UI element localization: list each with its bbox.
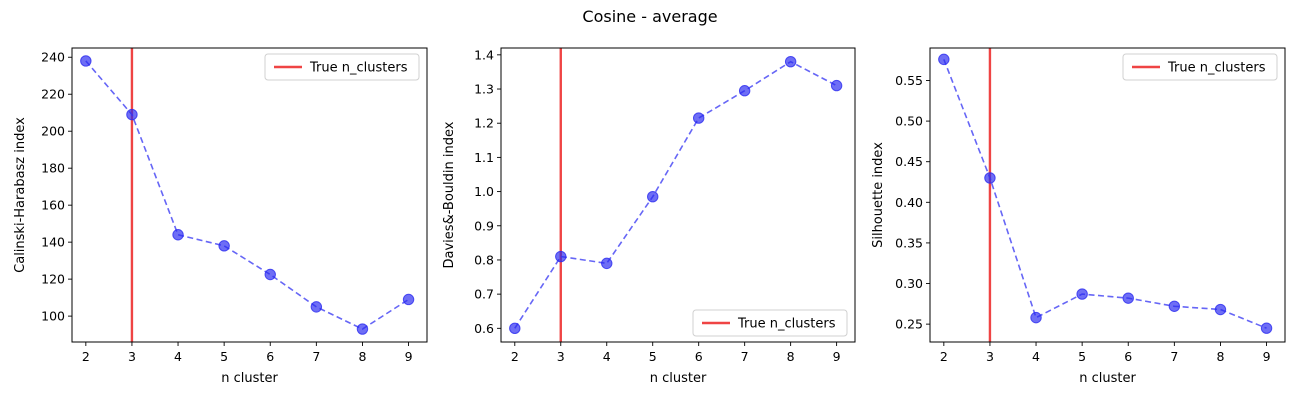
x-tick-label: 9: [1263, 349, 1271, 364]
data-point: [126, 108, 138, 121]
x-tick-label: 7: [741, 349, 749, 364]
y-tick-label: 0.50: [895, 114, 923, 129]
x-tick-label: 3: [128, 349, 136, 364]
x-tick-label: 8: [787, 349, 795, 364]
data-point: [738, 85, 751, 97]
x-tick-label: 5: [1078, 349, 1086, 364]
legend-box: [692, 309, 848, 337]
data-point: [830, 79, 843, 92]
chart-panel-2: 2 3 4 5 6 7 8 9 0.6 0.7 0.8 0.9 1.0 1.1 1.2 1.3 1.4 n clu…: [442, 47, 856, 386]
chart-panel-3: 2 3 4 5 6 7 8 9 0.25 0.30 0.35 0.40 0.45 0.50 0.55 n cl…: [871, 47, 1286, 386]
x-tick-label: 4: [603, 349, 611, 364]
y-tick-label: 0.7: [474, 287, 494, 302]
y-tick-label: 0.30: [895, 276, 923, 291]
data-point: [1030, 311, 1042, 324]
y-tick-label: 1.4: [474, 47, 494, 62]
x-tick-label: 8: [358, 349, 366, 364]
x-tick-label: 5: [649, 349, 657, 364]
x-tick-label: 7: [312, 349, 320, 364]
data-point: [1122, 292, 1134, 304]
x-tick-label: 3: [986, 349, 994, 364]
x-tick-label: 2: [940, 349, 948, 364]
x-axis-label: n cluster: [650, 371, 707, 386]
data-point: [938, 53, 950, 66]
data-point: [1214, 303, 1227, 316]
y-tick-label: 180: [41, 161, 65, 176]
x-tick-label: 6: [695, 349, 703, 364]
x-tick-label: 6: [266, 349, 274, 364]
data-point: [264, 268, 276, 281]
x-tick-label: 8: [1216, 349, 1224, 364]
legend-box: [1122, 53, 1278, 81]
y-tick-label: 100: [41, 309, 65, 324]
data-point: [647, 191, 659, 203]
y-tick-label: 120: [41, 272, 65, 287]
legend: True n_clusters: [692, 309, 848, 337]
x-tick-label: 7: [1170, 349, 1178, 364]
y-tick-label: 0.25: [895, 317, 923, 332]
y-axis-label: Davies&-Bouldin index: [442, 121, 457, 268]
series-line: [85, 60, 409, 330]
data-point: [172, 229, 184, 241]
y-axis-label: Calinski-Harabasz index: [13, 117, 28, 273]
x-tick-label: 3: [557, 349, 565, 364]
data-point: [692, 112, 705, 124]
y-tick-label: 0.45: [895, 154, 923, 169]
data-point: [218, 240, 230, 252]
y-axis-label: Silhouette index: [871, 142, 886, 248]
chart-panel-1: 2 3 4 5 6 7 8 9 100 120 140 160 180 200 220 240 n cluste…: [13, 47, 428, 386]
x-tick-label: 5: [220, 349, 228, 364]
y-tick-label: 0.6: [474, 321, 494, 336]
data-point: [784, 55, 797, 68]
x-tick-label: 9: [405, 349, 413, 364]
y-tick-label: 1.0: [474, 184, 494, 199]
x-axis-label: n cluster: [1079, 371, 1136, 386]
x-tick-label: 2: [511, 349, 519, 364]
data-point: [402, 293, 415, 306]
legend-label: True n_clusters: [737, 317, 836, 332]
y-tick-label: 0.8: [474, 252, 494, 267]
data-point: [80, 55, 92, 67]
y-tick-label: 0.9: [474, 218, 494, 233]
legend-box: [264, 53, 420, 81]
data-point: [356, 323, 369, 335]
data-point: [509, 322, 521, 335]
y-tick-label: 240: [41, 50, 65, 65]
axes-frame: [500, 47, 856, 343]
y-tick-label: 1.1: [474, 150, 494, 165]
data-point: [601, 257, 613, 270]
x-tick-label: 2: [82, 349, 90, 364]
x-axis-label: n cluster: [221, 371, 278, 386]
data-point: [310, 301, 323, 313]
y-tick-label: 1.3: [474, 82, 494, 97]
series-line: [943, 59, 1267, 329]
x-tick-label: 4: [174, 349, 182, 364]
x-tick-label: 4: [1032, 349, 1040, 364]
series-line: [514, 60, 837, 329]
data-point: [1260, 322, 1273, 334]
legend: True n_clusters: [264, 53, 420, 81]
y-tick-label: 0.35: [895, 235, 923, 250]
legend: True n_clusters: [1122, 53, 1278, 81]
data-point: [1076, 288, 1088, 300]
y-tick-label: 200: [41, 124, 65, 139]
y-tick-label: 0.40: [895, 195, 923, 210]
y-tick-label: 0.55: [895, 73, 923, 88]
data-point: [984, 172, 996, 184]
data-point: [555, 250, 567, 263]
y-tick-label: 160: [41, 198, 65, 213]
figure-suptitle: Cosine - average: [582, 7, 717, 26]
axes-frame: [929, 47, 1286, 343]
axes-frame: [71, 47, 428, 343]
y-tick-label: 220: [41, 87, 65, 102]
data-point: [1168, 300, 1181, 312]
x-tick-label: 9: [833, 349, 841, 364]
y-tick-label: 1.2: [474, 116, 494, 131]
legend-label: True n_clusters: [309, 61, 408, 76]
y-tick-label: 140: [41, 235, 65, 250]
x-tick-label: 6: [1124, 349, 1132, 364]
legend-label: True n_clusters: [1167, 61, 1266, 76]
